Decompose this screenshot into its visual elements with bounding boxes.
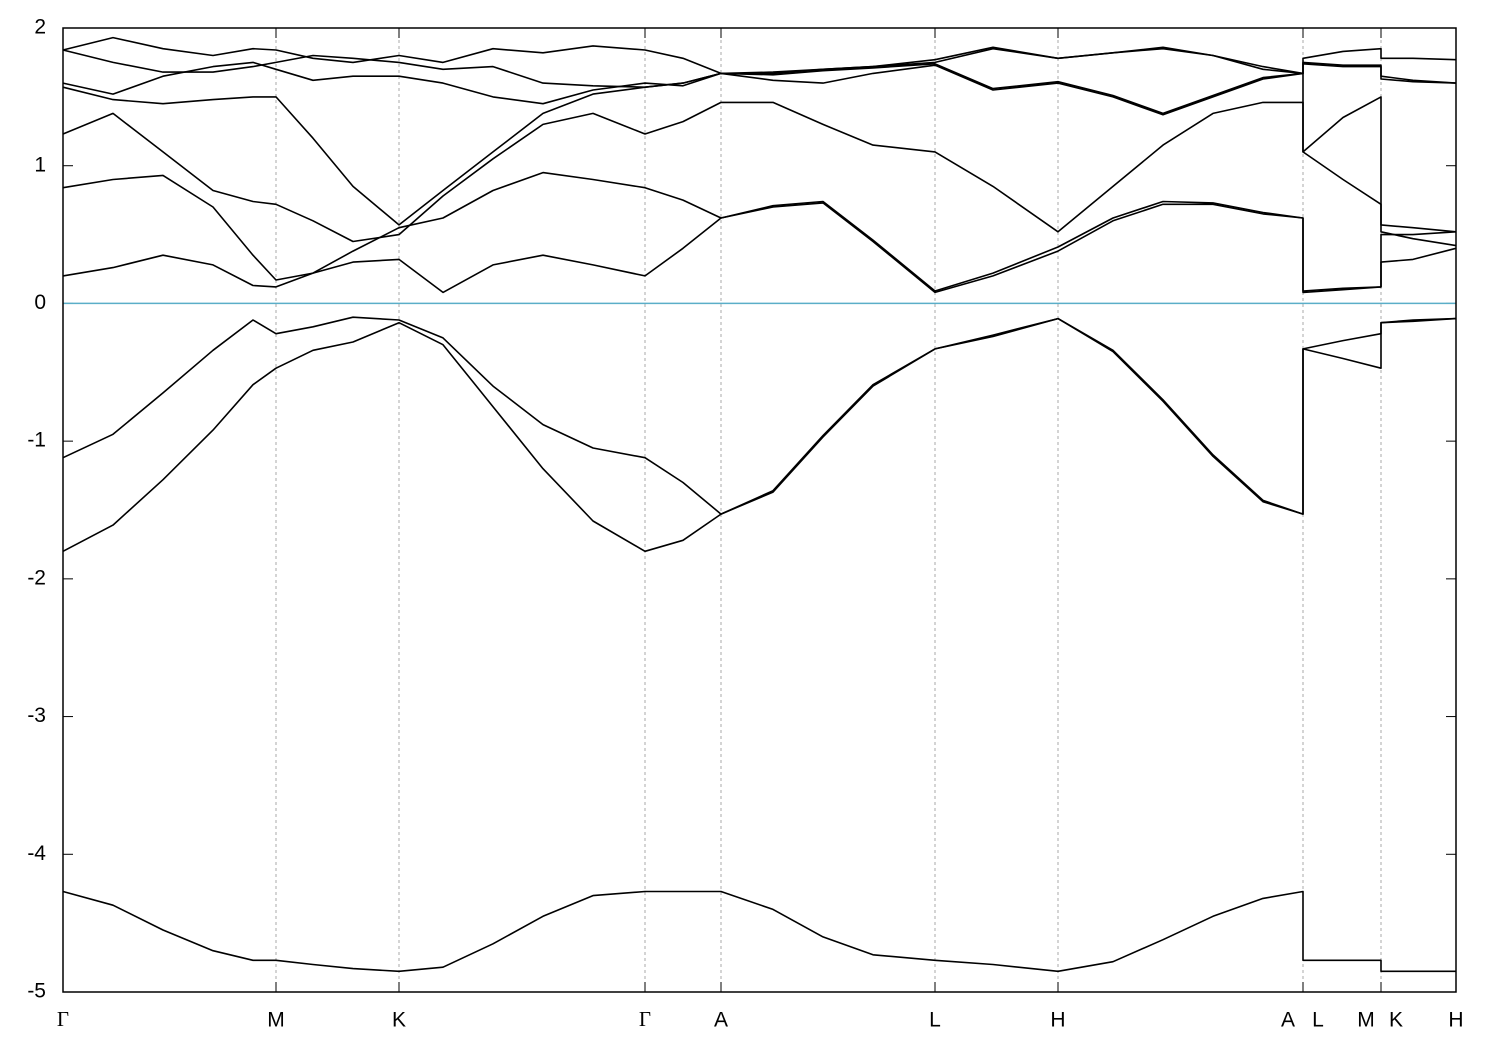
x-tick-label: Γ bbox=[639, 1007, 651, 1031]
x-tick-label: K bbox=[392, 1009, 406, 1032]
x-tick-label: A bbox=[714, 1009, 728, 1032]
x-tick-label: H bbox=[1448, 1009, 1463, 1032]
band-line bbox=[62, 171, 1457, 292]
y-tick-label: -2 bbox=[27, 566, 46, 589]
x-tick-label: Γ bbox=[57, 1007, 69, 1031]
band-line bbox=[62, 202, 1457, 294]
x-tick-label: L bbox=[929, 1009, 941, 1032]
y-tick-label: 1 bbox=[34, 153, 46, 176]
x-tick-label: M bbox=[1357, 1009, 1375, 1032]
x-tick-label: H bbox=[1050, 1009, 1065, 1032]
band-line bbox=[62, 316, 1457, 515]
x-tick-label: M bbox=[267, 1009, 285, 1032]
x-tick-label: A bbox=[1281, 1009, 1295, 1032]
band-line bbox=[62, 890, 1456, 973]
band-line bbox=[62, 96, 1457, 243]
band-line bbox=[62, 317, 1457, 553]
y-tick-label: 0 bbox=[34, 291, 46, 314]
y-tick-label: -4 bbox=[27, 842, 46, 865]
y-tick-label: -1 bbox=[27, 429, 46, 452]
band-line bbox=[62, 64, 1457, 247]
y-tick-label: -3 bbox=[27, 704, 46, 727]
y-tick-label: -5 bbox=[27, 980, 46, 1003]
y-tick-label: 2 bbox=[34, 16, 46, 39]
band-line bbox=[62, 49, 1457, 115]
plot-frame bbox=[62, 27, 1457, 993]
x-tick-label: K bbox=[1389, 1009, 1403, 1032]
x-tick-label: L bbox=[1312, 1009, 1324, 1032]
band-line bbox=[62, 47, 1457, 105]
